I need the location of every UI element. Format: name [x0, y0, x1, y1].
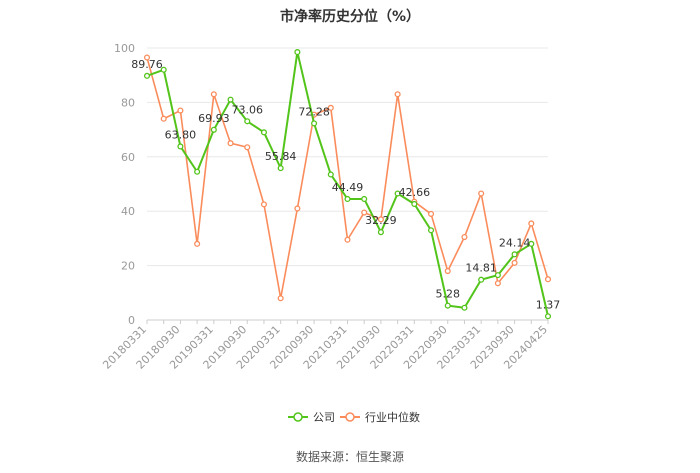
data-point-company — [394, 190, 401, 197]
data-point-industry-median — [494, 280, 501, 287]
legend-item-industry-median[interactable]: 行业中位数 — [340, 410, 420, 424]
x-axis: 2018033120180930201903312019093020200331… — [100, 320, 550, 372]
data-point-company — [528, 240, 535, 247]
data-point-company — [160, 66, 167, 73]
legend-swatch-marker — [293, 412, 303, 422]
data-point-company — [544, 313, 552, 320]
legend-label: 行业中位数 — [365, 410, 420, 424]
data-point-industry-median — [244, 144, 251, 151]
data-point-company — [177, 143, 184, 150]
legend[interactable]: 公司 行业中位数 — [288, 410, 420, 424]
data-point-industry-median — [478, 190, 485, 197]
data-point-company — [377, 229, 384, 236]
data-point-company — [194, 168, 201, 175]
data-point-industry-median — [160, 115, 167, 122]
chart-title: 市净率历史分位（%） — [279, 9, 421, 25]
data-point-company — [143, 72, 151, 79]
y-tick-label: 0 — [128, 314, 135, 327]
data-label: 72.28 — [298, 105, 330, 118]
data-point-company — [444, 302, 451, 309]
data-label: 5.28 — [436, 288, 461, 301]
data-point-company — [411, 200, 418, 208]
data-point-industry-median — [427, 210, 435, 217]
y-tick-label: 100 — [114, 42, 135, 55]
data-label: 44.49 — [332, 181, 364, 194]
legend-label: 公司 — [313, 411, 335, 424]
data-point-company — [494, 272, 501, 279]
data-label: 73.06 — [232, 103, 264, 116]
data-point-industry-median — [511, 259, 518, 266]
data-source: 数据来源：恒生聚源 — [295, 450, 404, 464]
data-point-company — [344, 195, 351, 203]
data-point-company — [277, 165, 284, 172]
y-tick-label: 40 — [121, 205, 135, 218]
data-point-company — [361, 195, 368, 203]
data-point-company — [327, 171, 334, 178]
data-point-industry-median — [394, 91, 401, 98]
data-point-company — [511, 251, 518, 258]
data-point-industry-median — [260, 201, 268, 208]
data-point-industry-median — [528, 220, 535, 227]
y-tick-label: 60 — [121, 151, 135, 164]
data-label: 14.81 — [465, 262, 497, 275]
data-point-company — [227, 96, 234, 103]
data-point-industry-median — [444, 267, 451, 275]
data-point-company — [244, 118, 251, 125]
data-point-industry-median — [210, 91, 217, 98]
legend-item-company[interactable]: 公司 — [288, 411, 335, 424]
data-label: 55.84 — [265, 150, 297, 163]
data-label: 89.76 — [131, 58, 163, 71]
data-point-industry-median — [361, 209, 368, 216]
data-point-industry-median — [277, 295, 284, 302]
data-point-industry-median — [227, 140, 234, 147]
data-point-company — [478, 276, 485, 283]
data-point-industry-median — [194, 240, 201, 247]
data-point-industry-median — [327, 104, 334, 111]
y-axis: 0 20 40 60 80 100 — [114, 42, 135, 327]
data-point-company — [294, 49, 301, 56]
data-point-industry-median — [177, 107, 184, 114]
data-point-industry-median — [461, 233, 468, 241]
data-point-industry-median — [377, 216, 384, 223]
data-label: 63.80 — [165, 128, 197, 141]
series-layer — [143, 49, 552, 320]
data-point-company — [260, 129, 268, 136]
data-label: 24.14 — [499, 236, 531, 249]
data-point-industry-median — [294, 205, 301, 212]
data-label: 69.93 — [198, 112, 230, 125]
data-point-industry-median — [143, 54, 151, 61]
data-point-company — [311, 120, 318, 127]
y-tick-label: 20 — [121, 260, 135, 273]
data-point-company — [427, 227, 435, 234]
data-label: 32.29 — [365, 214, 397, 227]
y-tick-label: 80 — [121, 96, 135, 109]
data-point-company — [210, 126, 217, 133]
data-label: 42.66 — [399, 186, 431, 199]
data-point-industry-median — [344, 236, 351, 243]
legend-swatch-marker — [345, 412, 355, 422]
data-label: 1.37 — [536, 298, 561, 311]
data-point-industry-median — [544, 276, 552, 283]
data-point-company — [461, 304, 468, 311]
